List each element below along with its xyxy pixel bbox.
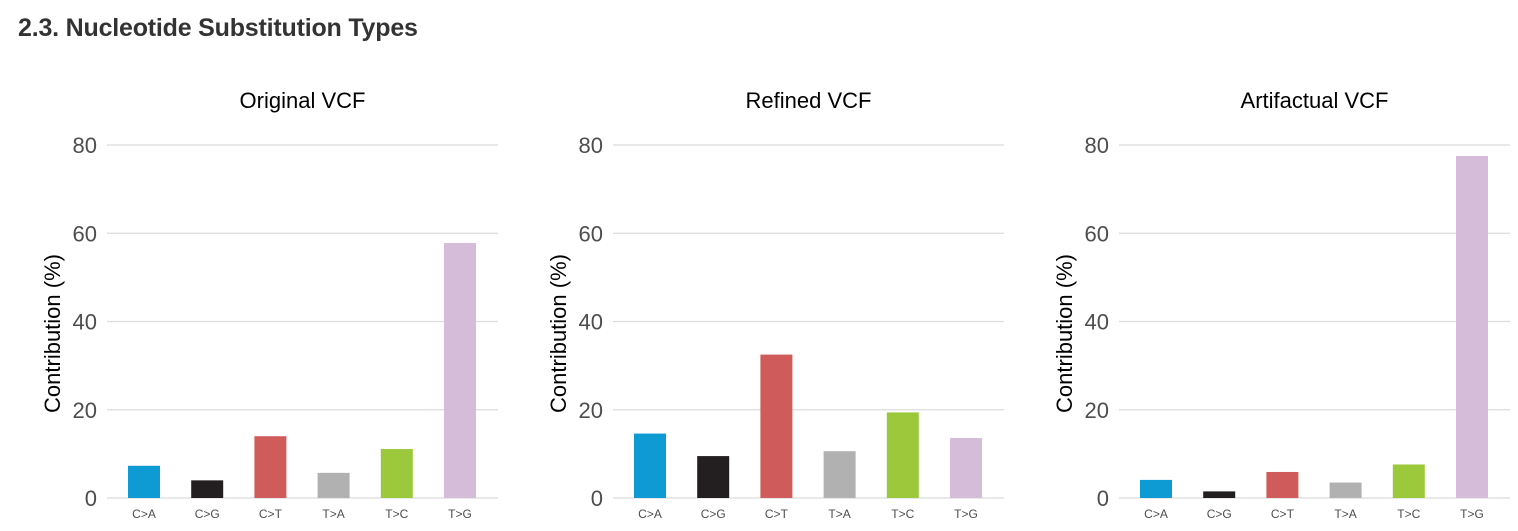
y-tick-label: 40: [73, 310, 97, 335]
bar-t-to-g: [1456, 156, 1488, 498]
x-tick-label: C>G: [1207, 507, 1232, 521]
x-tick-label: C>G: [701, 507, 726, 521]
x-tick-label: T>C: [385, 507, 408, 521]
y-tick-label: 0: [85, 486, 97, 511]
section-title: 2.3. Nucleotide Substitution Types: [18, 14, 418, 42]
y-tick-label: 80: [73, 133, 97, 158]
chart-title: Original VCF: [240, 88, 366, 113]
x-tick-label: T>G: [1460, 507, 1484, 521]
y-axis-label: Contribution (%): [40, 254, 65, 413]
bar-t-to-g: [444, 242, 476, 498]
bar-c-to-t: [1266, 471, 1299, 498]
y-tick-label: 40: [579, 310, 603, 335]
x-tick-label: T>A: [1334, 507, 1356, 521]
y-tick-label: 20: [1085, 398, 1109, 423]
y-axis-label: Contribution (%): [1052, 254, 1077, 413]
x-tick-label: C>T: [765, 507, 789, 521]
y-tick-label: 60: [579, 221, 603, 246]
bar-c-to-g: [697, 456, 730, 498]
bar-c-to-a: [128, 465, 160, 498]
bar-c-to-t: [760, 354, 793, 498]
bar-t-to-g: [950, 437, 982, 498]
bar-t-to-a: [823, 451, 856, 498]
bar-t-to-c: [380, 449, 413, 498]
bar-c-to-t: [254, 436, 287, 498]
x-tick-label: T>G: [954, 507, 978, 521]
x-tick-label: C>A: [132, 507, 156, 521]
bar-t-to-a: [317, 472, 350, 498]
bar-c-to-g: [191, 480, 224, 498]
bar-c-to-g: [1203, 491, 1236, 498]
bar-t-to-a: [1329, 482, 1362, 498]
x-tick-label: C>G: [195, 507, 220, 521]
y-tick-label: 0: [591, 486, 603, 511]
chart-panel-3: Artifactual VCF 0 20 40 60 80 Contribution (%)…: [1052, 88, 1510, 521]
chart-title: Refined VCF: [746, 88, 872, 113]
x-tick-label: T>A: [828, 507, 850, 521]
chart-title: Artifactual VCF: [1241, 88, 1389, 113]
y-tick-label: 0: [1097, 486, 1109, 511]
y-tick-label: 80: [579, 133, 603, 158]
y-tick-label: 80: [1085, 133, 1109, 158]
y-tick-label: 60: [73, 221, 97, 246]
x-tick-label: C>A: [638, 507, 662, 521]
y-tick-label: 20: [579, 398, 603, 423]
x-tick-label: T>A: [322, 507, 344, 521]
x-tick-label: T>G: [448, 507, 472, 521]
x-tick-label: C>T: [1271, 507, 1295, 521]
chart-panel-1: Original VCF 0 20 40 60 80 Contribution (%) C>A…: [40, 88, 498, 521]
x-tick-label: T>C: [1397, 507, 1420, 521]
x-tick-label: C>T: [259, 507, 283, 521]
y-axis-label: Contribution (%): [546, 254, 571, 413]
x-tick-label: C>A: [1144, 507, 1168, 521]
y-tick-label: 60: [1085, 221, 1109, 246]
bar-t-to-c: [886, 412, 919, 498]
x-tick-label: T>C: [891, 507, 914, 521]
bar-t-to-c: [1392, 464, 1425, 498]
bar-c-to-a: [634, 433, 666, 498]
y-tick-label: 20: [73, 398, 97, 423]
chart-panel-2: Refined VCF 0 20 40 60 80 Contribution (%) C>A C…: [546, 88, 1004, 521]
y-tick-label: 40: [1085, 310, 1109, 335]
bar-c-to-a: [1140, 479, 1172, 498]
